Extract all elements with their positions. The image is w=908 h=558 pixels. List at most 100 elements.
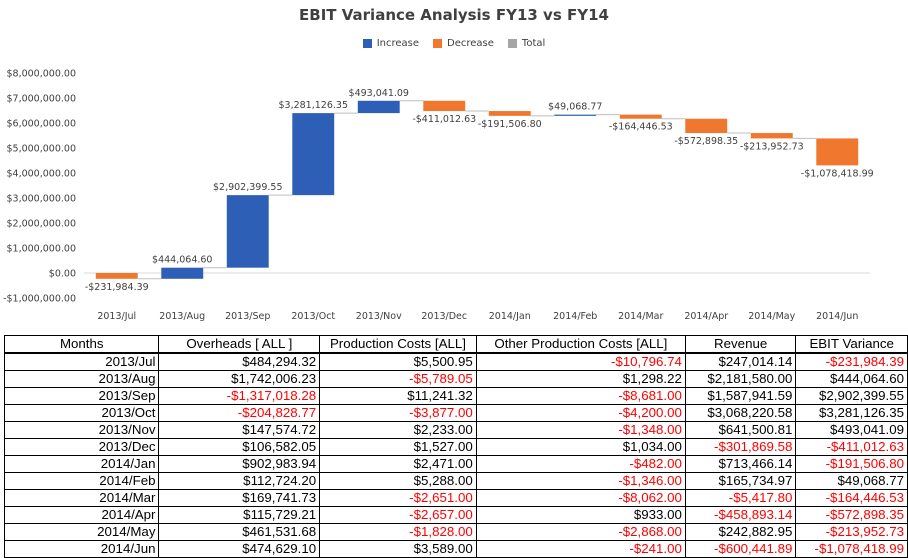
bar-2013-oct <box>292 113 335 196</box>
bar-2013-sep <box>226 195 269 268</box>
cell-revenue: $2,181,580.00 <box>684 370 797 388</box>
legend-item-decrease: Decrease <box>433 38 494 49</box>
x-tick-label: 2013/Oct <box>291 311 335 322</box>
table-row: 2014/Mar $169,741.73 -$2,651.00 -$8,062.00-… <box>3 489 908 507</box>
cell-ebit-variance: -$572,898.35 <box>795 506 908 524</box>
cell-production-costs: $3,589.00 <box>319 540 477 558</box>
table-row: 2014/Jan $902,983.94 $2,471.00 -$482.00 $713… <box>3 455 908 473</box>
cell-production-costs: $11,241.32 <box>319 387 477 405</box>
chart-legend: Increase Decrease Total <box>0 38 908 49</box>
cell-ebit-variance: -$231,984.39 <box>795 352 908 371</box>
cell-production-costs: -$3,877.00 <box>319 404 477 422</box>
cell-revenue: -$5,417.80 <box>684 489 797 507</box>
table-row: 2013/Nov $147,574.72 $2,233.00 -$1,348.00 $6… <box>3 421 908 439</box>
bar-2014-mar <box>619 114 662 119</box>
cell-month: 2013/Sep <box>3 387 160 405</box>
cell-other-production-costs: -$8,062.00 <box>475 489 686 507</box>
cell-overheads: $106,582.05 <box>158 438 321 456</box>
cell-month: 2013/Aug <box>3 370 160 388</box>
x-tick-label: 2013/Aug <box>159 311 205 322</box>
cell-revenue: $242,882.95 <box>684 523 797 541</box>
cell-production-costs: -$5,789.05 <box>319 370 477 388</box>
cell-production-costs: $5,288.00 <box>319 472 477 490</box>
legend-label-total: Total <box>521 38 546 49</box>
legend-label-decrease: Decrease <box>447 38 494 49</box>
cell-production-costs: $1,527.00 <box>319 438 477 456</box>
header-revenue: Revenue <box>684 335 797 354</box>
cell-other-production-costs: -$1,346.00 <box>475 472 686 490</box>
cell-month: 2013/Nov <box>3 421 160 439</box>
cell-other-production-costs: $933.00 <box>475 506 686 524</box>
legend-swatch-total <box>507 39 517 48</box>
cell-other-production-costs: -$1,348.00 <box>475 421 686 439</box>
cell-revenue: -$301,869.58 <box>684 438 797 456</box>
cell-overheads: $169,741.73 <box>158 489 321 507</box>
cell-other-production-costs: -$241.00 <box>475 540 686 558</box>
cell-ebit-variance: -$164,446.53 <box>795 489 908 507</box>
data-label: -$213,952.73 <box>740 141 804 152</box>
x-tick-label: 2014/Jun <box>816 311 858 322</box>
x-tick-label: 2014/Mar <box>618 311 663 322</box>
y-tick-label: $4,000,000.00 <box>6 169 76 180</box>
bar-2013-dec <box>423 100 466 112</box>
bar-2014-feb <box>554 114 597 116</box>
x-tick-label: 2014/Feb <box>553 311 597 322</box>
cell-month: 2013/Jul <box>3 352 160 371</box>
y-tick-label: $2,000,000.00 <box>6 219 76 230</box>
table-row: 2013/Sep -$1,317,018.28 $11,241.32 -$8,681.… <box>3 387 908 405</box>
cell-production-costs: $5,500.95 <box>319 352 477 371</box>
data-label: $444,064.60 <box>152 255 212 266</box>
cell-production-costs: -$2,651.00 <box>319 489 477 507</box>
table-header-row: Months Overheads [ ALL ] Production Cost… <box>3 335 908 354</box>
cell-revenue: -$458,893.14 <box>684 506 797 524</box>
cell-production-costs: $2,233.00 <box>319 421 477 439</box>
data-label: -$572,898.35 <box>674 136 738 147</box>
table-row: 2013/Aug $1,742,006.23 -$5,789.05 $1,298.22… <box>3 370 908 388</box>
y-tick-label: $8,000,000.00 <box>6 69 76 80</box>
cell-ebit-variance: $493,041.09 <box>795 421 908 439</box>
cell-overheads: $147,574.72 <box>158 421 321 439</box>
x-tick-label: 2014/Apr <box>684 311 728 322</box>
cell-month: 2014/Mar <box>3 489 160 507</box>
cell-other-production-costs: -$4,200.00 <box>475 404 686 422</box>
x-tick-label: 2014/Jan <box>489 311 531 322</box>
data-label: -$191,506.80 <box>478 119 542 130</box>
cell-month: 2014/Apr <box>3 506 160 524</box>
bar-2013-jul <box>95 273 138 279</box>
header-production-costs: Production Costs [ALL] <box>319 335 477 354</box>
cell-overheads: $115,729.21 <box>158 506 321 524</box>
cell-other-production-costs: -$2,868.00 <box>475 523 686 541</box>
cell-revenue: $1,587,941.59 <box>684 387 797 405</box>
table-row: 2013/Jul $484,294.32 $5,500.95 -$10,796.74 $… <box>3 352 908 371</box>
header-ebit-variance: EBIT Variance <box>795 335 908 354</box>
cell-month: 2014/Jan <box>3 455 160 473</box>
table-row: 2013/Dec $106,582.05 $1,527.00 $1,034.00 -$3… <box>3 438 908 456</box>
cell-revenue: $3,068,220.58 <box>684 404 797 422</box>
data-label: $49,068.77 <box>548 102 602 113</box>
cell-ebit-variance: $2,902,399.55 <box>795 387 908 405</box>
cell-ebit-variance: -$411,012.63 <box>795 438 908 456</box>
cell-month: 2014/Feb <box>3 472 160 490</box>
table-row: 2014/Jun $474,629.10 $3,589.00 -$241.00 -$60… <box>3 540 908 558</box>
cell-revenue: $641,500.81 <box>684 421 797 439</box>
header-other-production-costs: Other Production Costs [ALL] <box>475 335 686 354</box>
cell-month: 2014/May <box>3 523 160 541</box>
y-tick-label: $1,000,000.00 <box>6 244 76 255</box>
legend-swatch-increase <box>362 39 372 48</box>
cell-revenue: $247,014.14 <box>684 352 797 371</box>
legend-item-total: Total <box>507 38 546 49</box>
waterfall-chart: -$1,000,000.00 $0.00 $1,000,000.00 $2,000,0… <box>3 69 874 323</box>
cell-overheads: $474,629.10 <box>158 540 321 558</box>
cell-month: 2013/Oct <box>3 404 160 422</box>
bar-2013-aug <box>161 267 204 279</box>
cell-overheads: -$1,317,018.28 <box>158 387 321 405</box>
data-label: -$231,984.39 <box>85 282 149 293</box>
cell-overheads: $1,742,006.23 <box>158 370 321 388</box>
cell-other-production-costs: $1,034.00 <box>475 438 686 456</box>
y-tick-label: $3,000,000.00 <box>6 194 76 205</box>
chart-title: EBIT Variance Analysis FY13 vs FY14 <box>299 6 609 24</box>
cell-other-production-costs: $1,298.22 <box>475 370 686 388</box>
cell-production-costs: -$1,828.00 <box>319 523 477 541</box>
table-row: 2014/Apr $115,729.21 -$2,657.00 $933.00 -$45… <box>3 506 908 524</box>
y-tick-label: $6,000,000.00 <box>6 119 76 130</box>
